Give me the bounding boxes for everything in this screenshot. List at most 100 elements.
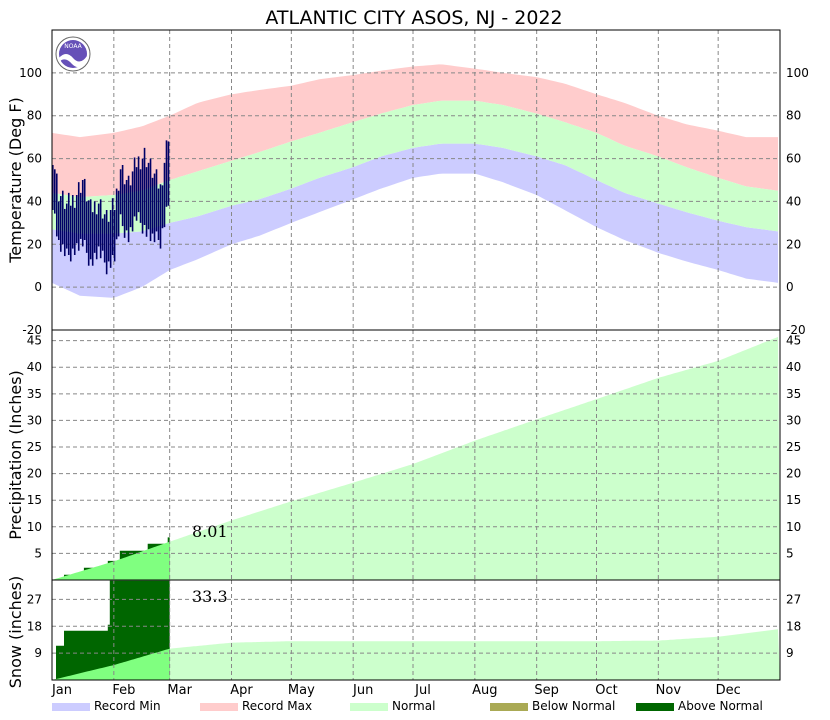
observed-temp-bar (71, 195, 74, 249)
snow-tick-label-right: 27 (786, 592, 801, 606)
observed-temp-bar (147, 162, 150, 230)
observed-temp-bar (125, 180, 128, 231)
observed-temp-bar (53, 169, 56, 214)
panel-frames (51, 29, 781, 681)
observed-temp-bar (139, 169, 142, 223)
precip-tick-label-left: 45 (27, 334, 42, 348)
observed-temp-bar (59, 196, 62, 252)
month-label: Apr (230, 683, 253, 698)
month-label: Mar (167, 683, 192, 698)
precip-tick-label-left: 20 (27, 467, 42, 481)
month-label: May (288, 683, 315, 698)
precip-tick-label-left: 15 (27, 493, 42, 507)
precip-normal-area (52, 336, 780, 580)
month-label: Jul (414, 683, 431, 698)
noaa-logo-text: NOAA (64, 43, 82, 50)
observed-temp-bar (83, 178, 86, 240)
snow-tick-label-left: 9 (34, 646, 42, 660)
observed-temp-bar (127, 175, 130, 243)
legend-swatch (200, 703, 238, 711)
observed-temp-bar (119, 169, 122, 215)
snow-ytd-label: 33.3 (192, 587, 228, 606)
precip-tick-label-right: 30 (786, 413, 801, 427)
observed-temp-bar (87, 200, 90, 266)
observed-temp-bar (105, 210, 108, 275)
observed-temp-bar (123, 184, 126, 238)
temp-tick-label-right: 80 (786, 109, 801, 123)
record-min-band (52, 143, 778, 298)
observed-temp-bar (95, 214, 98, 260)
observed-temp-bar (69, 205, 72, 262)
observed-temp-bar (93, 201, 96, 253)
temp-tick-label-right: 40 (786, 194, 801, 208)
precip-tick-label-right: 10 (786, 520, 801, 534)
legend-swatch (490, 703, 528, 711)
legend-swatch (636, 703, 674, 711)
observed-temp-bar (133, 157, 136, 217)
observed-temp-bar (153, 173, 156, 243)
precip-tick-label-left: 10 (27, 520, 42, 534)
observed-temp-bar (61, 190, 64, 245)
record-max-band (52, 64, 778, 198)
temp-tick-label-right: 60 (786, 152, 801, 166)
observed-temp-bar (115, 188, 118, 240)
temp-tick-label-right: 20 (786, 237, 801, 251)
observed-temp-bar (107, 221, 110, 262)
snow-normal-to-date-area (52, 648, 170, 680)
temp-tick-label-right: -20 (786, 323, 806, 337)
legend: Record Min Record Max Normal Below Normal Ab… (52, 699, 763, 713)
observed-temp-bar (135, 167, 138, 221)
precipitation-axis-label: Precipitation (Inches) (6, 370, 25, 540)
precip-tick-label-left: 40 (27, 360, 42, 374)
observed-temp-bar (113, 210, 116, 262)
observed-temp-bar (57, 201, 60, 240)
temp-tick-label-left: 20 (27, 237, 42, 251)
observed-temp-bar (159, 184, 162, 249)
temp-tick-label-right: 0 (786, 280, 794, 294)
temp-tick-label-left: 40 (27, 194, 42, 208)
month-label: Sep (534, 683, 559, 698)
observed-temp-bar (103, 214, 106, 263)
precipitation-panel: 5 5 10 10 15 15 20 20 25 25 30 30 35 35 40 40 45 45 (27, 330, 801, 580)
observed-temp-bar (85, 201, 88, 253)
snow-tick-label-left: 27 (27, 592, 42, 606)
observed-temp-bar (163, 162, 166, 228)
temp-tick-label-left: 100 (19, 66, 42, 80)
observed-temp-bar (149, 158, 152, 242)
precip-tick-label-right: 40 (786, 360, 801, 374)
observed-temp-bar (157, 188, 160, 240)
month-label: Feb (112, 683, 135, 698)
noaa-logo: NOAA (55, 36, 91, 72)
precip-tick-label-left: 35 (27, 387, 42, 401)
temp-tick-label-left: 60 (27, 152, 42, 166)
month-label: Jan (51, 683, 72, 698)
precip-ytd-label: 8.01 (192, 522, 228, 541)
precip-tick-label-right: 45 (786, 334, 801, 348)
observed-temp-bar (161, 185, 164, 229)
legend-swatch (52, 703, 90, 711)
observed-temp-bar (73, 207, 76, 255)
temperature-axis-label: Temperature (Deg F) (6, 97, 25, 264)
observed-temp-bar (55, 173, 58, 237)
observed-temp-bar (77, 182, 80, 251)
observed-temp-bar (141, 158, 144, 234)
legend-label: Record Min (94, 699, 161, 713)
observed-temp-bar (151, 177, 154, 234)
observed-temp-bar (97, 203, 100, 247)
observed-temp-bar (67, 192, 70, 255)
month-label: Nov (656, 683, 682, 698)
observed-temp-bar (75, 195, 78, 244)
month-label: Jun (352, 683, 373, 698)
observed-temp-bar (143, 147, 146, 225)
snow-tick-label-right: 9 (786, 646, 794, 660)
observed-temp-bar (65, 203, 68, 249)
precip-tick-label-right: 5 (786, 546, 794, 560)
observed-temp-bar (121, 165, 124, 227)
temp-tick-label-left: -20 (22, 323, 42, 337)
snow-above-normal-area (52, 580, 170, 680)
precip-tick-label-left: 5 (34, 546, 42, 560)
month-axis: Jan Feb Mar Apr May Jun Jul Aug Sep Oct Nov Dec (51, 683, 741, 698)
observed-temp-bar (79, 192, 82, 239)
observed-temp-bar (165, 140, 168, 207)
